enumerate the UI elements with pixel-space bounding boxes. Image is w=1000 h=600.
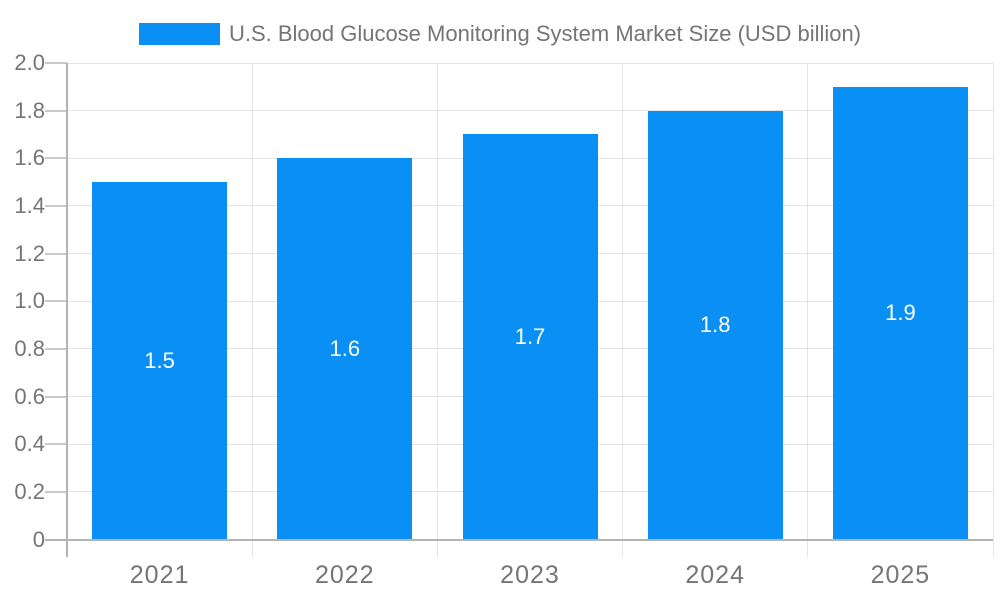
x-axis-label: 2024 [685, 561, 745, 589]
legend-item[interactable]: U.S. Blood Glucose Monitoring System Mar… [138, 21, 862, 47]
v-gridline [251, 63, 253, 557]
y-axis-label: 0.4 [14, 431, 45, 457]
bar[interactable]: 1.7 [462, 134, 598, 540]
bar-value-label: 1.9 [885, 300, 916, 326]
legend-label: U.S. Blood Glucose Monitoring System Mar… [228, 21, 862, 46]
y-axis-tick [45, 395, 67, 398]
x-axis-label: 2025 [870, 561, 931, 589]
bar[interactable]: 1.9 [832, 86, 968, 540]
x-axis-label: 2021 [129, 561, 190, 589]
y-axis-tick [45, 157, 67, 160]
bar-value-label: 1.8 [699, 312, 731, 338]
y-axis-label: 1.2 [14, 240, 45, 266]
y-axis-label: 0.8 [14, 335, 45, 361]
y-axis-line [66, 63, 68, 557]
v-gridline [622, 63, 624, 557]
y-axis-tick [45, 109, 67, 112]
y-axis-tick [45, 347, 67, 350]
y-axis-tick [45, 300, 67, 303]
y-axis-label: 0 [32, 526, 45, 552]
x-axis-label: 2023 [500, 561, 560, 589]
y-axis-tick [45, 62, 67, 64]
v-gridline [436, 63, 438, 557]
v-gridline [807, 63, 809, 557]
y-axis-tick [45, 490, 67, 493]
x-axis-label: 2022 [314, 561, 375, 589]
y-axis-label: 1.8 [14, 97, 45, 123]
bar[interactable]: 1.6 [277, 158, 413, 540]
v-gridline [992, 63, 994, 557]
y-axis-tick [45, 204, 67, 207]
bar-value-label: 1.6 [329, 335, 361, 361]
bar-value-label: 1.7 [514, 323, 546, 349]
bar-value-label: 1.5 [144, 347, 175, 373]
y-axis-label: 1.4 [14, 192, 45, 218]
h-gridline [67, 110, 993, 112]
y-axis-tick [45, 443, 67, 446]
legend: U.S. Blood Glucose Monitoring System Mar… [0, 20, 1000, 48]
y-axis-label: 0.2 [14, 478, 45, 504]
y-axis-label: 2.0 [14, 50, 45, 75]
y-axis-label: 0.6 [14, 383, 45, 409]
bar[interactable]: 1.8 [647, 110, 783, 540]
h-gridline [67, 62, 993, 64]
y-axis-label: 1.0 [14, 288, 45, 314]
x-axis-line [45, 538, 993, 541]
bar[interactable]: 1.5 [92, 182, 228, 540]
legend-swatch-icon [138, 23, 220, 45]
y-axis-label: 1.6 [14, 145, 45, 171]
y-axis-tick [45, 252, 67, 255]
